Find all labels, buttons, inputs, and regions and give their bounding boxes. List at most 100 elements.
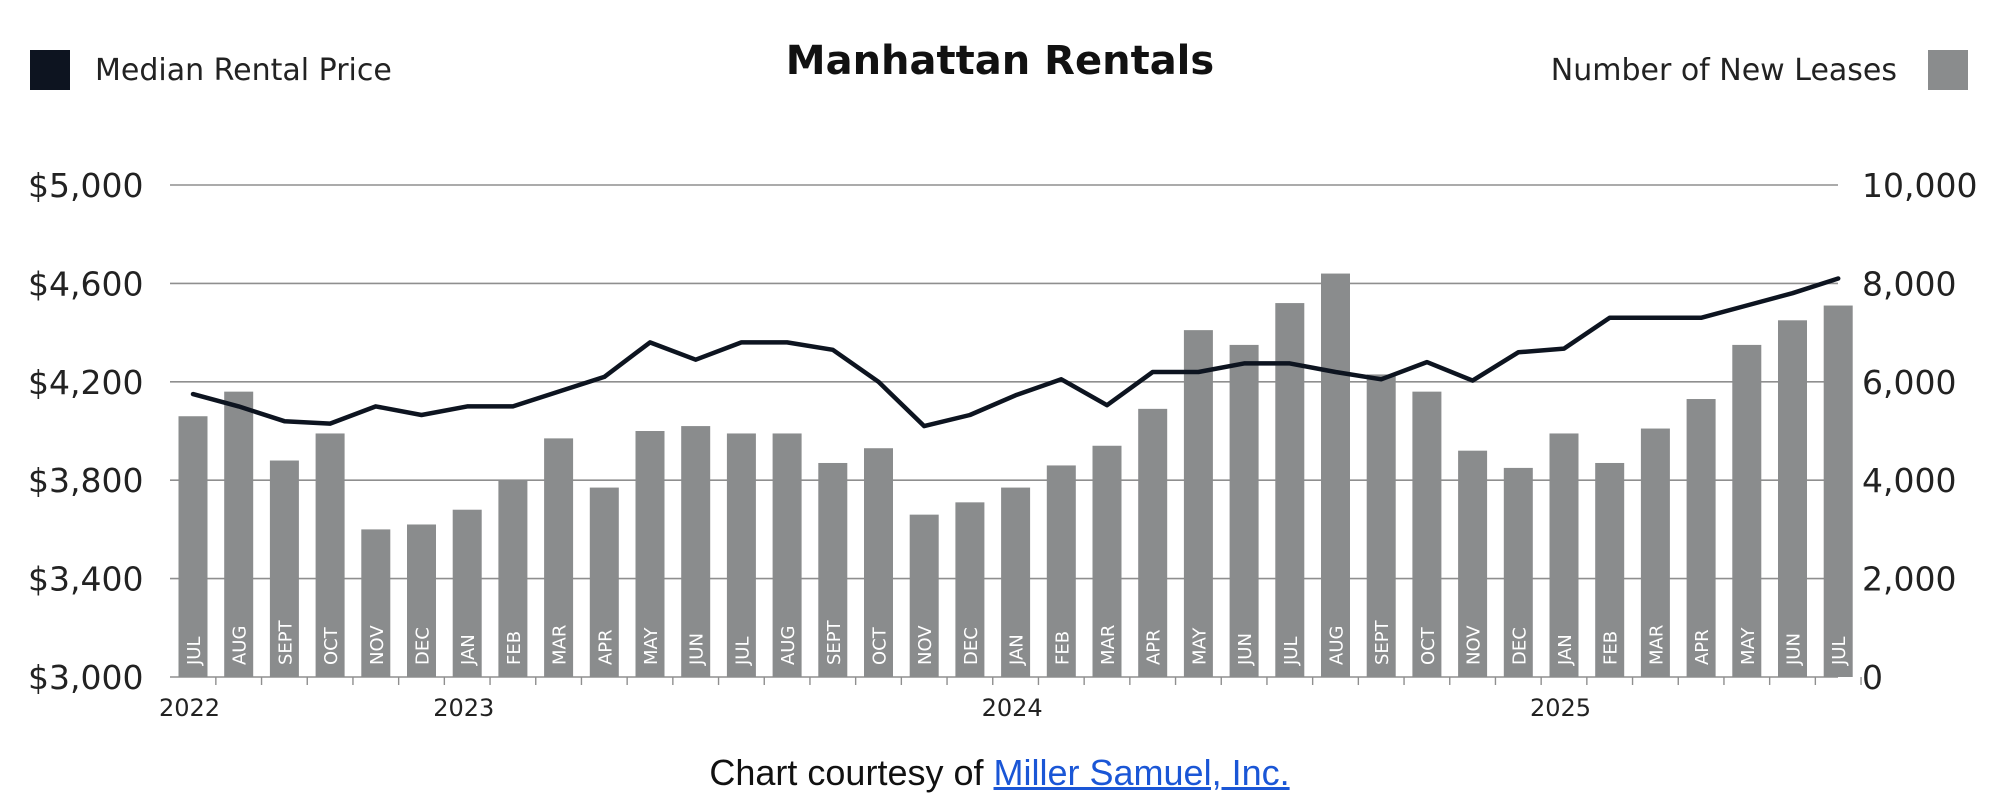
credit-link[interactable]: Miller Samuel, Inc. — [993, 752, 1290, 793]
month-label: MAR — [1646, 625, 1667, 665]
y-right-tick-label: 10,000 — [1862, 166, 1977, 205]
chart-credit: Chart courtesy of Miller Samuel, Inc. — [0, 752, 1999, 794]
y-right-tick-label: 2,000 — [1862, 560, 1956, 599]
bar — [1823, 305, 1853, 677]
month-label: DEC — [961, 627, 982, 665]
month-label: JUN — [687, 633, 708, 666]
bar — [589, 487, 619, 677]
bar — [818, 462, 848, 677]
month-label: FEB — [504, 631, 525, 665]
bar — [178, 416, 208, 677]
bar — [1412, 391, 1442, 677]
bar — [1595, 462, 1625, 677]
month-label: JUL — [732, 636, 753, 666]
legend-label-bars: Number of New Leases — [1551, 53, 1897, 88]
y-left-tick-label: $4,600 — [28, 264, 143, 303]
month-label: OCT — [1418, 626, 1439, 665]
bar — [1640, 428, 1670, 677]
y-right-tick-label: 4,000 — [1862, 461, 1956, 500]
legend-swatch-line — [30, 50, 70, 90]
bar — [681, 426, 711, 677]
bar — [1549, 433, 1579, 677]
bar — [544, 438, 574, 677]
month-label: APR — [595, 629, 616, 665]
bar — [864, 448, 893, 677]
month-label: JUN — [1235, 633, 1256, 666]
legend-swatch-bars — [1928, 50, 1968, 90]
bar — [635, 431, 665, 677]
credit-prefix: Chart courtesy of — [709, 752, 984, 793]
bar — [1686, 399, 1716, 677]
month-label: JUN — [1784, 633, 1805, 666]
month-label: NOV — [1464, 625, 1485, 665]
bar — [909, 514, 939, 677]
y-right-tick-label: 6,000 — [1862, 363, 1956, 402]
month-label: SEPT — [1372, 619, 1393, 665]
month-label: MAR — [1098, 625, 1119, 665]
bar — [726, 433, 756, 677]
month-label: MAR — [550, 625, 571, 665]
bar — [269, 460, 299, 677]
bar — [1001, 487, 1031, 677]
month-label: FEB — [1052, 631, 1073, 665]
month-label: SEPT — [824, 619, 845, 665]
bar — [1183, 330, 1213, 677]
month-label: MAY — [1738, 627, 1759, 665]
year-label: 2022 — [159, 694, 220, 722]
month-label: OCT — [321, 626, 342, 665]
bar — [1229, 344, 1259, 677]
bar — [1092, 445, 1122, 677]
month-label: FEB — [1601, 631, 1622, 665]
month-label: SEPT — [275, 619, 296, 665]
bar — [1503, 467, 1533, 677]
bar — [955, 502, 985, 677]
bar — [361, 529, 391, 677]
month-label: AUG — [1327, 626, 1348, 665]
bar — [407, 524, 436, 677]
month-label: NOV — [915, 625, 936, 665]
bar — [1458, 450, 1488, 677]
series-line-median-rent — [190, 276, 1841, 429]
y-left-tick-label: $3,000 — [28, 658, 143, 697]
month-label: JAN — [1555, 634, 1576, 666]
month-label: AUG — [778, 626, 799, 665]
bar — [1138, 408, 1168, 677]
y-left-tick-label: $3,400 — [28, 560, 143, 599]
bar — [1732, 344, 1762, 677]
month-label: JUL — [1829, 636, 1850, 666]
month-label: JUL — [1281, 636, 1302, 666]
month-label: DEC — [413, 627, 434, 665]
year-label: 2025 — [1530, 694, 1591, 722]
month-label: AUG — [230, 626, 251, 665]
year-label: 2023 — [433, 694, 494, 722]
bar — [1321, 273, 1350, 677]
bar — [498, 480, 528, 677]
month-label: MAY — [1189, 627, 1210, 665]
month-label: OCT — [870, 626, 891, 665]
month-label: JAN — [458, 634, 479, 666]
month-label: MAY — [641, 627, 662, 665]
bar — [1275, 303, 1305, 677]
month-label: APR — [1144, 629, 1165, 665]
bar — [1778, 320, 1807, 677]
year-label: 2024 — [982, 694, 1043, 722]
bar — [772, 433, 802, 677]
y-left-tick-label: $5,000 — [28, 166, 143, 205]
month-label: JAN — [1007, 634, 1028, 666]
y-left-tick-label: $4,200 — [28, 363, 143, 402]
bar — [315, 433, 345, 677]
bar — [1046, 465, 1076, 677]
bar — [452, 509, 482, 677]
month-label: NOV — [367, 625, 388, 665]
bar — [1366, 374, 1396, 677]
chart-title: Manhattan Rentals — [786, 38, 1214, 84]
y-right-tick-label: 8,000 — [1862, 264, 1956, 303]
month-label: JUL — [184, 636, 205, 666]
month-label: DEC — [1509, 627, 1530, 665]
y-left-tick-label: $3,800 — [28, 461, 143, 500]
legend-label-line: Median Rental Price — [95, 53, 392, 88]
month-label: APR — [1692, 629, 1713, 665]
bar — [224, 391, 254, 677]
y-right-tick-label: 0 — [1862, 658, 1883, 697]
